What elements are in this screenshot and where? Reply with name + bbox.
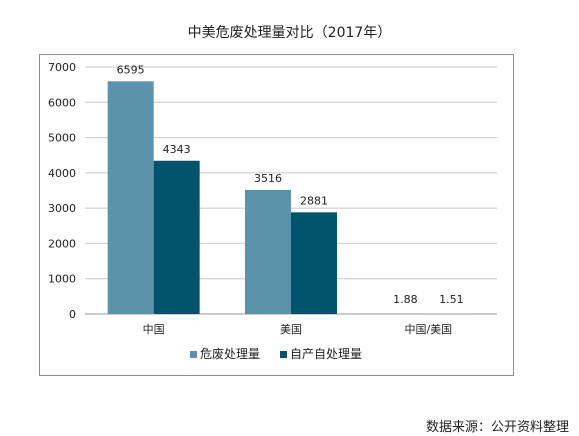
y-tick-label: 1000 xyxy=(48,273,76,286)
chart-frame xyxy=(39,54,514,376)
bar xyxy=(153,160,200,314)
source-note: 数据来源：公开资料整理 xyxy=(425,420,569,435)
y-tick-label: 0 xyxy=(69,308,76,321)
legend-swatch xyxy=(280,351,287,358)
y-tick-label: 4000 xyxy=(48,167,76,180)
y-tick-label: 6000 xyxy=(48,96,76,109)
y-tick-label: 3000 xyxy=(48,202,76,215)
data-label: 1.51 xyxy=(439,293,464,306)
y-tick-label: 7000 xyxy=(48,61,76,74)
bar xyxy=(291,212,337,314)
y-tick-label: 2000 xyxy=(48,237,76,250)
x-tick-label: 美国 xyxy=(280,323,302,336)
data-label: 1.88 xyxy=(393,293,418,306)
chart-title: 中美危废处理量对比（2017年） xyxy=(187,25,392,41)
data-label: 2881 xyxy=(300,194,328,207)
x-tick-label: 中国 xyxy=(143,323,165,336)
legend-label: 危废处理量 xyxy=(200,346,260,361)
legend-label: 自产自处理量 xyxy=(290,347,362,361)
bar xyxy=(245,189,291,314)
data-label: 4343 xyxy=(163,143,191,156)
data-label: 3516 xyxy=(254,172,282,185)
legend-swatch xyxy=(190,351,197,358)
data-label: 6595 xyxy=(117,63,145,76)
y-tick-label: 5000 xyxy=(48,132,76,145)
bar xyxy=(107,81,154,314)
x-tick-label: 中国/美国 xyxy=(404,323,452,336)
